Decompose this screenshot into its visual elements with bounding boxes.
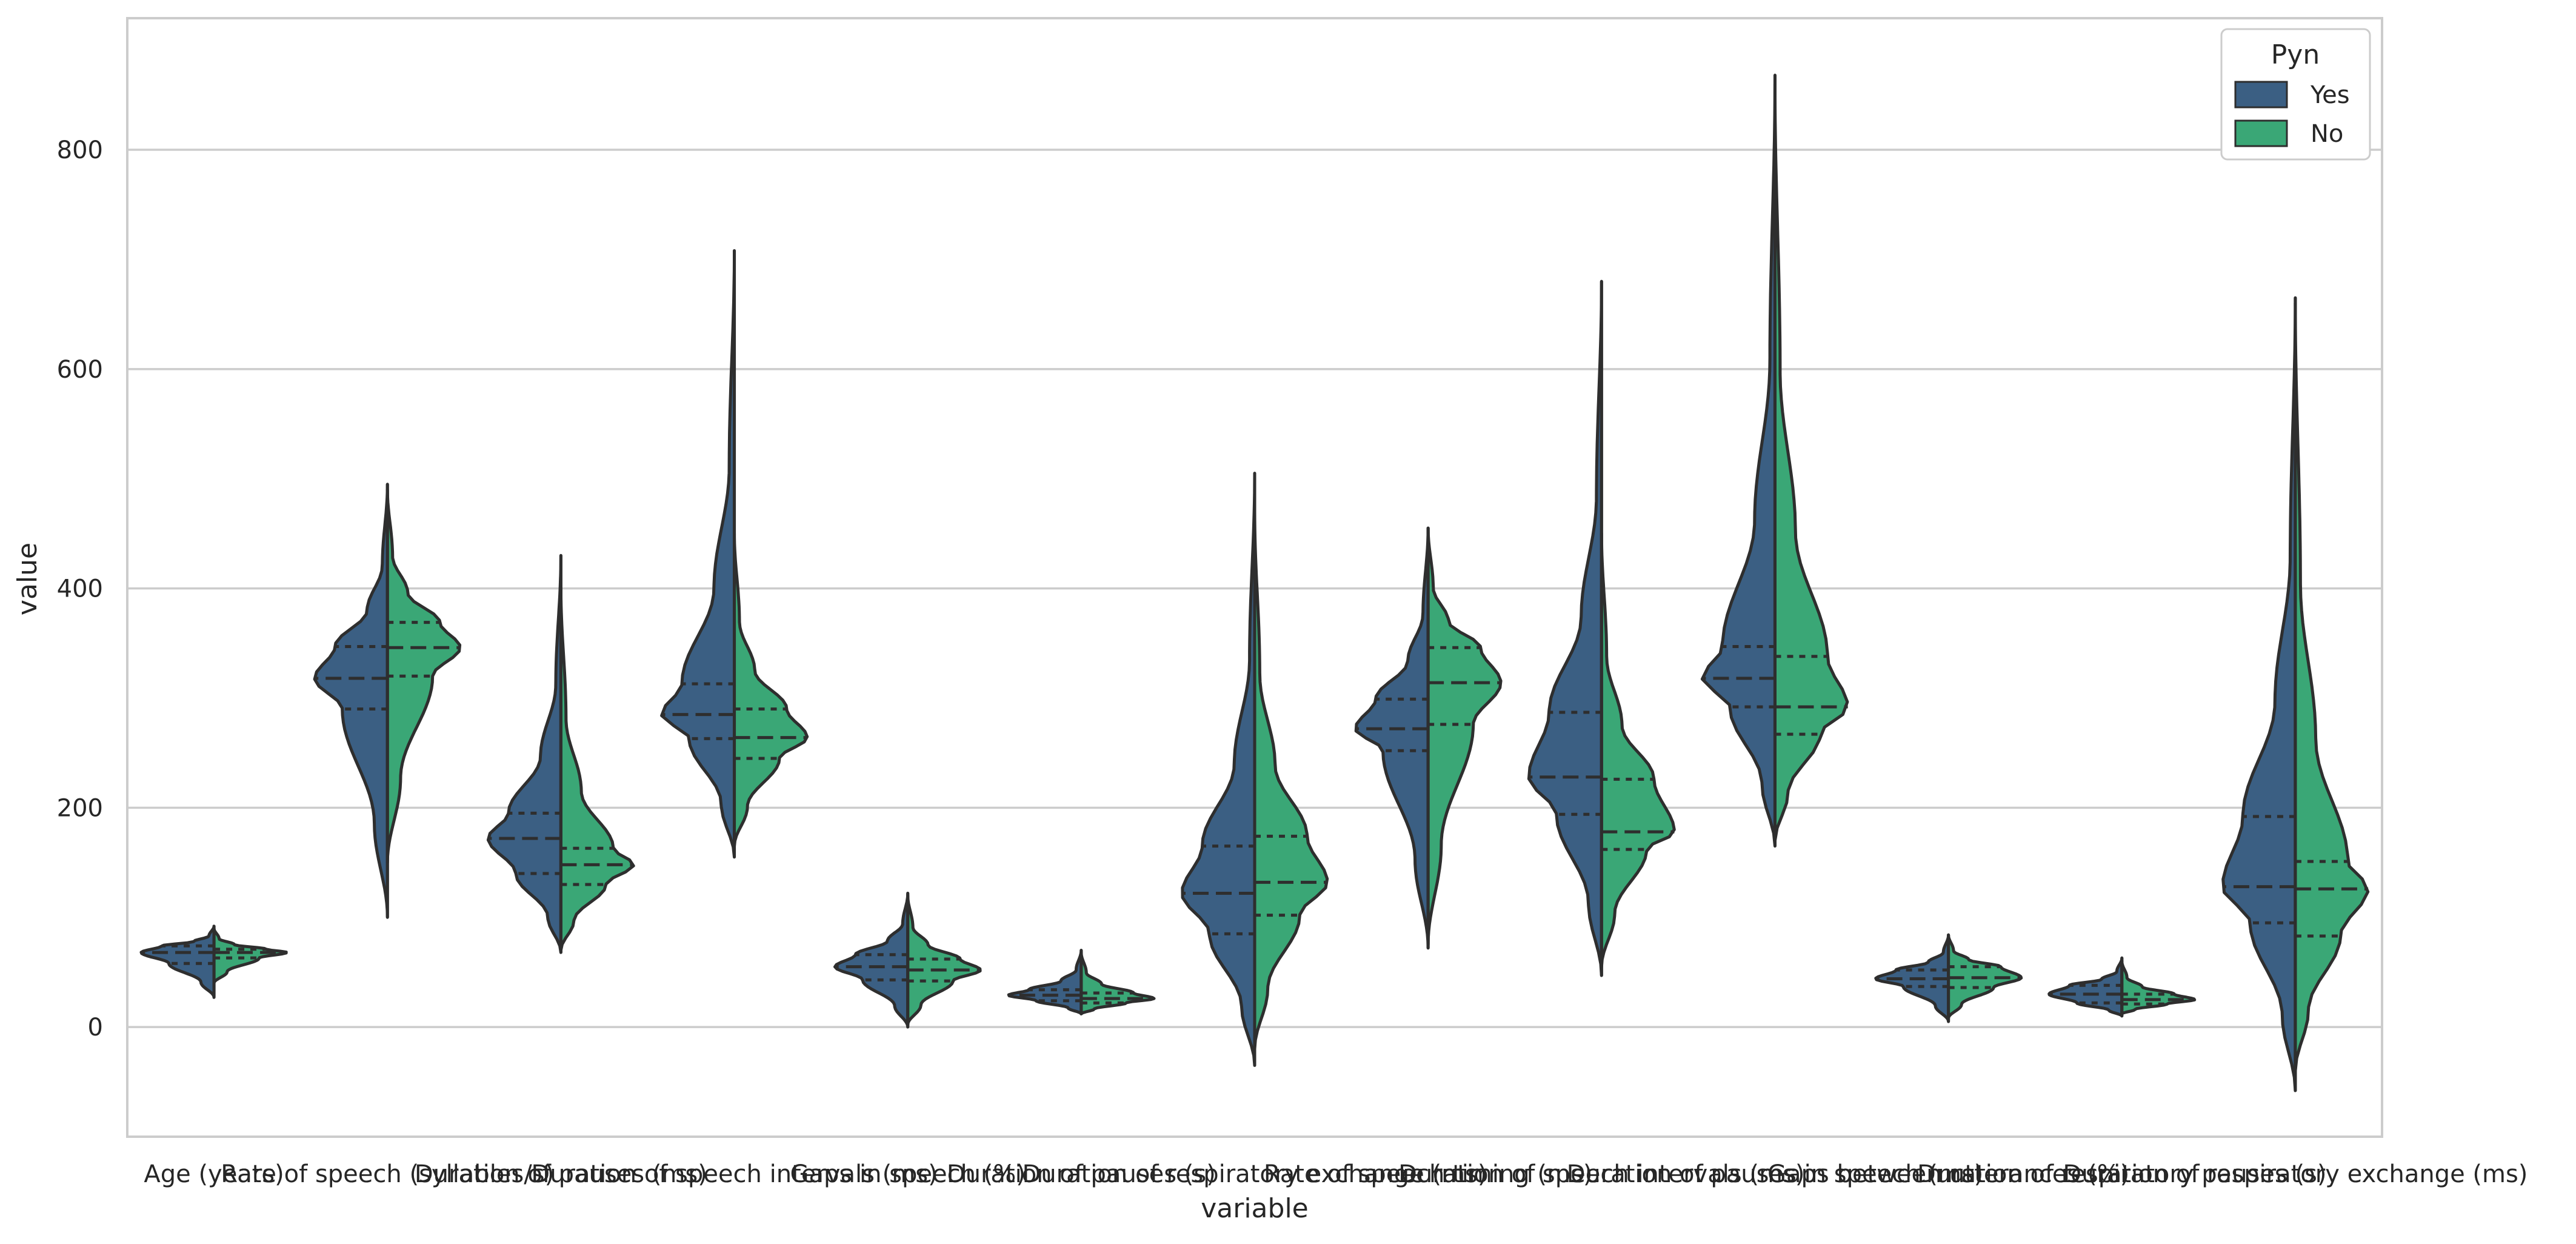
y-tick-label: 800 bbox=[57, 136, 103, 164]
violin-no bbox=[2294, 301, 2370, 1072]
violin-yes bbox=[313, 483, 389, 919]
x-tick-label: Duration of pauses (s) bbox=[947, 1160, 1216, 1188]
x-tick-label: Duration of pauses (ms) bbox=[415, 1160, 707, 1188]
y-tick-label: 200 bbox=[57, 794, 103, 822]
violin-yes bbox=[1700, 73, 1777, 848]
violin-yes bbox=[1007, 949, 1083, 1015]
x-tick-label: Duration of pauses in speech (ms) bbox=[1567, 1160, 1984, 1188]
violin-no bbox=[1773, 82, 1849, 843]
y-tick-label: 600 bbox=[57, 356, 103, 384]
violin-no bbox=[1600, 532, 1676, 969]
violin-no bbox=[733, 532, 809, 848]
violin-yes bbox=[1354, 526, 1430, 950]
violin-yes bbox=[660, 249, 736, 859]
y-tick-labels: 0 200 400 600 800 bbox=[57, 136, 103, 1042]
x-tick-label: Duration of speech intervals (ms) bbox=[531, 1160, 937, 1188]
violin-yes bbox=[2221, 296, 2297, 1092]
x-tick-label: Duration of respiratory pauses (s) bbox=[1917, 1160, 2327, 1188]
violin-no bbox=[385, 488, 462, 864]
y-tick-label: 400 bbox=[57, 575, 103, 603]
x-tick-label: Rate of speech timing (ms) bbox=[1264, 1160, 1593, 1188]
legend-swatch-yes bbox=[2234, 81, 2288, 109]
x-axis-title: variable bbox=[1201, 1193, 1309, 1224]
y-axis-title: value bbox=[12, 543, 43, 615]
x-tick-label: Duration of respiratory exchange (ms) bbox=[1023, 1160, 1487, 1188]
x-tick-label: Age (years) bbox=[144, 1160, 284, 1188]
x-tick-label: Gaps between utterances (%) bbox=[1767, 1160, 2129, 1188]
violin-yes bbox=[833, 891, 910, 1029]
x-tick-labels: Age (years)Rate of speech (syllables/s)D… bbox=[144, 1160, 2528, 1188]
violins bbox=[139, 73, 2370, 1092]
violin-yes bbox=[1181, 472, 1256, 1067]
legend-title: Pyn bbox=[2271, 39, 2320, 70]
violin-yes bbox=[486, 553, 562, 954]
legend: Pyn Yes No bbox=[2220, 28, 2371, 161]
violin-yes bbox=[139, 925, 216, 999]
violin-yes bbox=[1527, 279, 1603, 977]
y-tick-label: 0 bbox=[88, 1014, 103, 1042]
legend-swatch-no bbox=[2234, 119, 2288, 147]
legend-label-yes: Yes bbox=[2310, 81, 2350, 109]
violin-no bbox=[559, 587, 635, 952]
x-tick-label: Rate of speech (syllables/s) bbox=[221, 1160, 554, 1188]
violin-no bbox=[1426, 526, 1503, 946]
x-tick-label: Duration of respiratory exchange (ms) bbox=[2063, 1160, 2528, 1188]
legend-label-no: No bbox=[2311, 120, 2343, 148]
violin-no bbox=[212, 926, 288, 985]
x-tick-label: Gaps in speech (%) bbox=[790, 1160, 1026, 1188]
x-tick-label: Duration of speech intervals (ms) bbox=[1398, 1160, 1804, 1188]
